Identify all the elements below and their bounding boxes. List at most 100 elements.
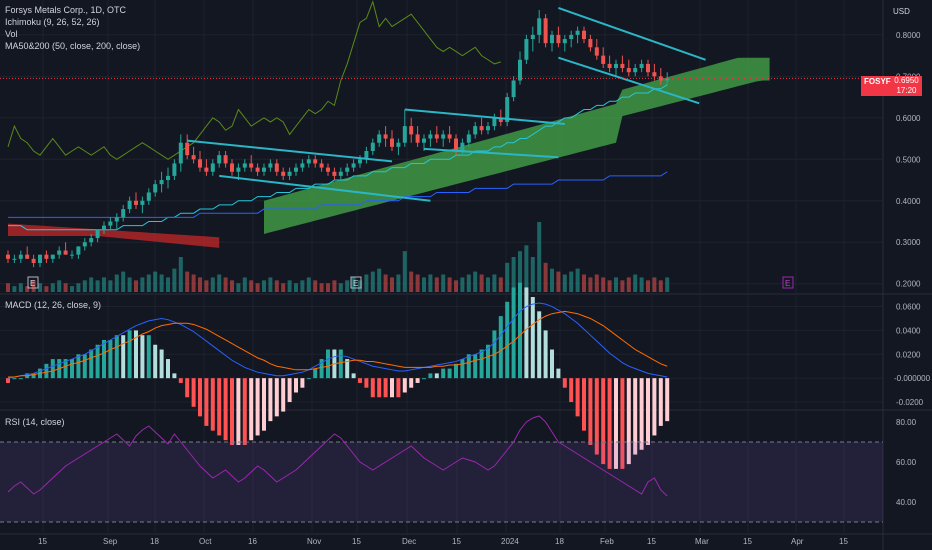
time-tick-label: 2024: [501, 537, 519, 546]
macd-histogram-bar: [390, 378, 394, 398]
macd-histogram-bar: [575, 378, 580, 417]
macd-histogram-bar: [498, 316, 503, 379]
candle: [50, 254, 55, 263]
macd-histogram-bar: [255, 378, 260, 436]
volume-bar: [415, 274, 420, 292]
candle-body: [95, 229, 100, 239]
price-tick-label: 0.2000: [896, 280, 921, 289]
macd-histogram-bar: [652, 378, 657, 436]
candle-body: [524, 39, 529, 60]
candle-body: [294, 167, 298, 172]
rsi-line: [7, 415, 668, 497]
volume-bar: [255, 283, 260, 292]
candle-body: [38, 254, 42, 263]
candle: [511, 76, 516, 102]
candle: [255, 163, 260, 176]
macd-histogram-bar: [230, 378, 234, 445]
volume-bar: [191, 274, 196, 292]
candle: [396, 138, 401, 156]
candle-body: [172, 163, 177, 176]
volume-bar: [204, 280, 209, 292]
macd-histogram-bar: [185, 378, 190, 398]
candle: [262, 163, 266, 176]
time-tick-label: 18: [150, 537, 159, 546]
candle: [204, 159, 209, 176]
macd-histogram-bar: [287, 378, 292, 403]
candle-body: [486, 126, 490, 131]
trendline: [558, 6, 706, 61]
candle: [242, 159, 247, 172]
volume-bar: [543, 262, 548, 292]
volume-bar: [172, 268, 177, 292]
macd-histogram-bar: [601, 378, 606, 465]
candle: [102, 221, 106, 234]
macd-histogram-bar: [313, 368, 318, 379]
macd-histogram-bar: [428, 373, 433, 379]
macd-histogram-bar: [338, 349, 343, 379]
candle-body: [569, 34, 574, 40]
macd-histogram-bar: [223, 378, 228, 441]
candle: [44, 250, 49, 263]
volume-bar: [57, 280, 62, 292]
volume-bar: [50, 283, 55, 292]
macd-histogram-bar: [31, 373, 36, 379]
candle: [473, 121, 478, 139]
legend-ichimoku[interactable]: Ichimoku (9, 26, 52, 26): [5, 17, 100, 27]
macd-tick-label: 0.0400: [896, 326, 921, 335]
macd-histogram-bar: [6, 378, 10, 383]
volume-bar: [364, 274, 369, 292]
macd-histogram-bar: [409, 378, 414, 388]
legend-ma[interactable]: MA50&200 (50, close, 200, close): [5, 41, 141, 51]
candle: [383, 126, 388, 147]
candle: [345, 163, 350, 176]
volume-bar: [575, 268, 580, 292]
candle: [223, 151, 228, 168]
legend-volume[interactable]: Vol: [5, 29, 18, 39]
macd-histogram-bar: [473, 354, 478, 379]
volume-bar: [402, 251, 407, 292]
time-tick-label: 15: [647, 537, 656, 546]
macd-histogram-bar: [460, 359, 465, 379]
earnings-marker-label: E: [785, 279, 790, 288]
volume-bar: [236, 283, 241, 292]
earnings-marker-box: [350, 276, 362, 289]
volume-bar: [594, 274, 599, 292]
volume-bar: [562, 274, 567, 292]
macd-histogram-bar: [242, 378, 247, 445]
time-tick-label: Oct: [199, 537, 212, 546]
candle-body: [134, 200, 138, 205]
candle-body: [479, 126, 484, 131]
volume-bar: [505, 262, 510, 292]
volume-bar: [358, 280, 362, 292]
candle-body: [82, 242, 87, 247]
candle: [294, 163, 298, 176]
candle: [70, 250, 74, 259]
volume-bar: [274, 280, 279, 292]
earnings-marker-box: [782, 276, 794, 289]
macd-tick-label: -0.0200: [896, 398, 924, 407]
macd-histogram-bar: [639, 378, 644, 450]
volume-bar: [249, 280, 254, 292]
candle-body: [447, 134, 452, 139]
candle-body: [31, 258, 36, 263]
ichimoku-cloud-bullish: [264, 57, 770, 234]
time-tick-label: Apr: [791, 537, 804, 546]
candle: [370, 138, 375, 156]
candle-body: [575, 30, 580, 35]
volume-bar: [601, 277, 606, 292]
volume-bar: [89, 277, 94, 292]
volume-bar: [300, 280, 305, 292]
macd-histogram-bar: [306, 378, 311, 380]
legend-rsi[interactable]: RSI (14, close): [5, 417, 65, 427]
time-tick-label: Sep: [103, 537, 118, 546]
candle-body: [178, 142, 183, 164]
volume-bar: [127, 277, 132, 292]
candle: [543, 14, 548, 48]
candle-body: [562, 39, 567, 44]
candle: [377, 130, 382, 147]
candle: [460, 138, 465, 156]
currency-label[interactable]: USD: [893, 7, 910, 16]
macd-histogram-bar: [127, 330, 132, 379]
legend-macd[interactable]: MACD (12, 26, close, 9): [5, 300, 102, 310]
